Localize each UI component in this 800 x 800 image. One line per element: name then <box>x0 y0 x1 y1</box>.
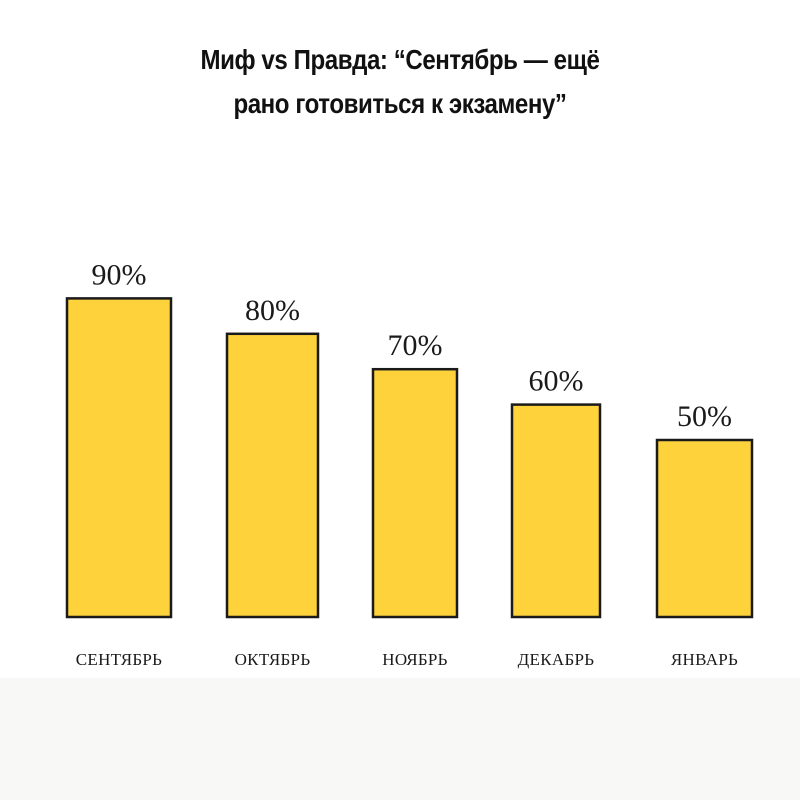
category-label-3: НОЯБРЬ <box>382 650 447 669</box>
value-label-1: 90% <box>92 258 147 291</box>
category-label-5: ЯНВАРЬ <box>671 650 738 669</box>
bottom-band <box>0 678 800 800</box>
bar-5 <box>655 438 754 619</box>
value-label-5: 50% <box>677 400 732 433</box>
chart-title-line-2: рано готовиться к экзамену” <box>233 88 567 119</box>
bar-3 <box>371 367 459 619</box>
chart-title-line-1: Миф vs Правда: “Сентябрь — ещё <box>200 44 600 75</box>
bar-2 <box>225 332 320 619</box>
bar-1 <box>65 297 173 619</box>
category-label-2: ОКТЯБРЬ <box>235 650 311 669</box>
category-label-1: СЕНТЯБРЬ <box>76 650 162 669</box>
category-label-4: ДЕКАБРЬ <box>518 650 595 669</box>
value-label-3: 70% <box>388 329 443 362</box>
bar-4 <box>510 403 602 619</box>
chart-title: Миф vs Правда: “Сентябрь — ещё рано гото… <box>108 38 693 126</box>
value-label-4: 60% <box>529 365 584 398</box>
value-label-2: 80% <box>245 294 300 327</box>
